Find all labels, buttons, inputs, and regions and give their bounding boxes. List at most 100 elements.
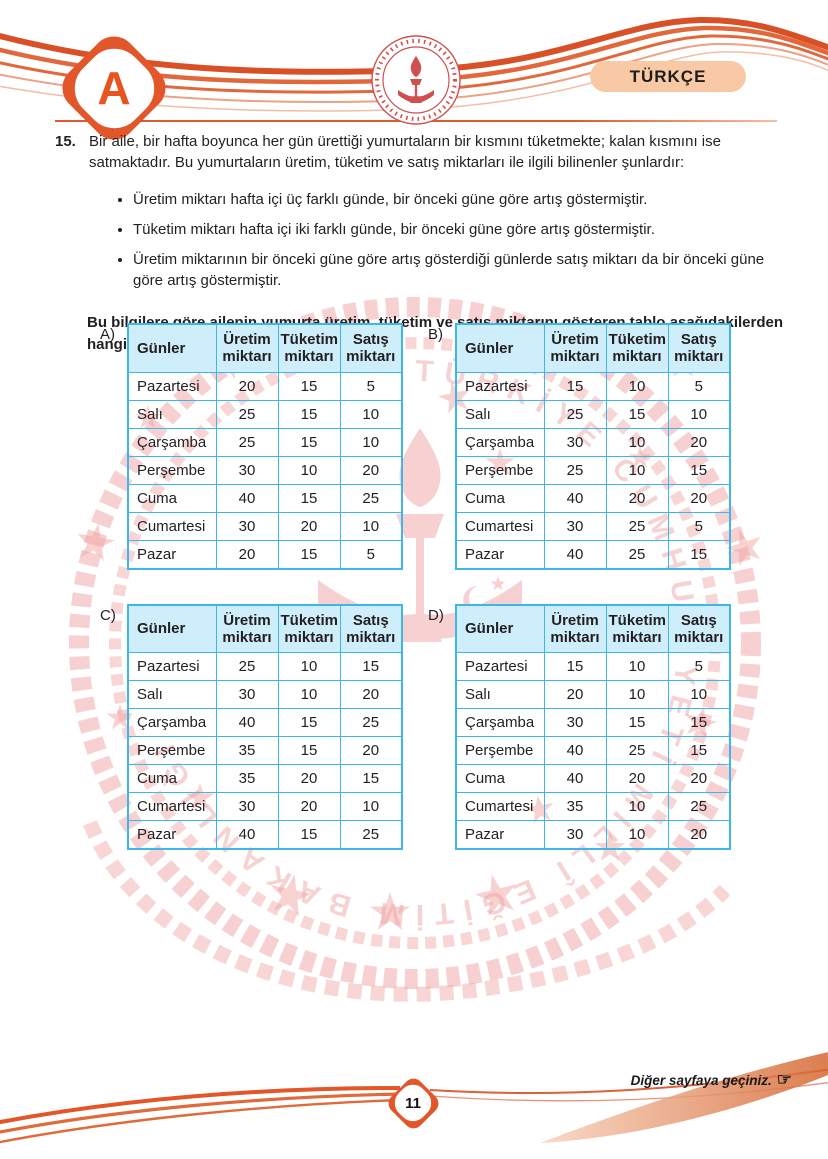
question-intro: Bir aile, bir hafta boyunca her gün üret… (89, 133, 721, 172)
value-cell: 40 (543, 764, 607, 793)
value-cell: 5 (667, 511, 731, 541)
bullet-item: Üretim miktarının bir önceki güne göre a… (133, 249, 787, 292)
table-row: Cuma 40 15 25 (127, 483, 403, 513)
table-row: Perşembe 25 10 15 (455, 455, 731, 485)
table-row: Salı 20 10 10 (455, 680, 731, 709)
table-row: Cumartesi 30 25 5 (455, 511, 731, 541)
day-cell: Çarşamba (127, 427, 217, 457)
table-row: Çarşamba 30 10 20 (455, 427, 731, 457)
question-number: 15. (55, 133, 76, 150)
value-cell: 10 (277, 680, 341, 709)
next-page-note: Diğer sayfaya geçiniz. ☞ (631, 1070, 792, 1090)
value-cell: 25 (543, 399, 607, 429)
value-cell: 30 (543, 820, 607, 850)
value-cell: 40 (215, 708, 279, 737)
value-cell: 10 (277, 652, 341, 681)
value-cell: 10 (605, 371, 669, 401)
value-cell: 20 (667, 820, 731, 850)
table-header-row: Günler Üretim miktarı Tüketim miktarı Satış… (127, 604, 403, 653)
table-row: Pazartesi 20 15 5 (127, 371, 403, 401)
value-cell: 30 (543, 511, 607, 541)
table-row: Pazartesi 15 10 5 (455, 371, 731, 401)
table-row: Pazar 30 10 20 (455, 820, 731, 850)
day-cell: Pazartesi (455, 652, 545, 681)
value-cell: 20 (543, 680, 607, 709)
option-table: Günler Üretim miktarı Tüketim miktarı Satış… (127, 323, 403, 570)
value-cell: 15 (277, 427, 341, 457)
table-row: Pazartesi 15 10 5 (455, 652, 731, 681)
value-cell: 25 (543, 455, 607, 485)
value-cell: 10 (339, 399, 403, 429)
value-cell: 25 (339, 820, 403, 850)
table-header-row: Günler Üretim miktarı Tüketim miktarı Satış… (127, 323, 403, 373)
table-row: Çarşamba 25 15 10 (127, 427, 403, 457)
answer-options: A) Günler Üretim miktarı Tüketim miktarı Sa… (100, 323, 756, 850)
day-cell: Pazar (455, 539, 545, 569)
value-cell: 25 (215, 652, 279, 681)
value-cell: 20 (215, 539, 279, 569)
column-header: Tüketim miktarı (605, 604, 669, 653)
value-cell: 35 (215, 764, 279, 793)
table-row: Cuma 40 20 20 (455, 764, 731, 793)
table-row: Cumartesi 30 20 10 (127, 511, 403, 541)
value-cell: 10 (339, 792, 403, 821)
value-cell: 15 (667, 539, 731, 569)
value-cell: 20 (667, 764, 731, 793)
day-cell: Pazar (127, 820, 217, 850)
column-header: Günler (455, 323, 545, 373)
column-header: Tüketim miktarı (277, 604, 341, 653)
question-block: 15. Bir aile, bir hafta boyunca her gün … (55, 131, 787, 355)
value-cell: 25 (339, 708, 403, 737)
value-cell: 10 (339, 427, 403, 457)
day-cell: Cuma (127, 483, 217, 513)
value-cell: 25 (667, 792, 731, 821)
value-cell: 25 (215, 427, 279, 457)
value-cell: 20 (667, 483, 731, 513)
value-cell: 30 (215, 455, 279, 485)
value-cell: 20 (339, 680, 403, 709)
table-row: Pazartesi 25 10 15 (127, 652, 403, 681)
day-cell: Cumartesi (455, 511, 545, 541)
value-cell: 15 (277, 820, 341, 850)
option-table: Günler Üretim miktarı Tüketim miktarı Satış… (455, 603, 731, 850)
value-cell: 15 (667, 708, 731, 737)
value-cell: 10 (605, 680, 669, 709)
column-header: Günler (127, 604, 217, 653)
column-header: Günler (455, 604, 545, 653)
value-cell: 15 (339, 652, 403, 681)
option-table: Günler Üretim miktarı Tüketim miktarı Satış… (127, 603, 403, 850)
value-cell: 25 (605, 539, 669, 569)
column-header: Satış miktarı (667, 604, 731, 653)
option-a: A) Günler Üretim miktarı Tüketim miktarı Sa… (100, 323, 428, 570)
value-cell: 15 (339, 764, 403, 793)
value-cell: 10 (605, 455, 669, 485)
day-cell: Pazartesi (127, 652, 217, 681)
footer-wave-decoration (0, 1052, 828, 1144)
value-cell: 30 (215, 511, 279, 541)
day-cell: Perşembe (127, 736, 217, 765)
value-cell: 5 (339, 371, 403, 401)
day-cell: Cumartesi (127, 792, 217, 821)
value-cell: 15 (543, 652, 607, 681)
value-cell: 20 (277, 764, 341, 793)
table-row: Cuma 35 20 15 (127, 764, 403, 793)
table-row: Perşembe 40 25 15 (455, 736, 731, 765)
day-cell: Pazartesi (127, 371, 217, 401)
value-cell: 10 (277, 455, 341, 485)
day-cell: Çarşamba (127, 708, 217, 737)
value-cell: 40 (543, 483, 607, 513)
value-cell: 15 (277, 483, 341, 513)
value-cell: 20 (339, 455, 403, 485)
day-cell: Pazar (455, 820, 545, 850)
option-c: C) Günler Üretim miktarı Tüketim miktarı Sa… (100, 603, 428, 850)
day-cell: Salı (455, 680, 545, 709)
option-label: C) (100, 606, 116, 624)
table-row: Pazar 20 15 5 (127, 539, 403, 569)
value-cell: 10 (605, 792, 669, 821)
value-cell: 20 (605, 764, 669, 793)
day-cell: Cumartesi (455, 792, 545, 821)
option-table: Günler Üretim miktarı Tüketim miktarı Satış… (455, 323, 731, 570)
value-cell: 15 (605, 399, 669, 429)
column-header: Satış miktarı (339, 604, 403, 653)
subject-badge: TÜRKÇE (590, 61, 746, 92)
